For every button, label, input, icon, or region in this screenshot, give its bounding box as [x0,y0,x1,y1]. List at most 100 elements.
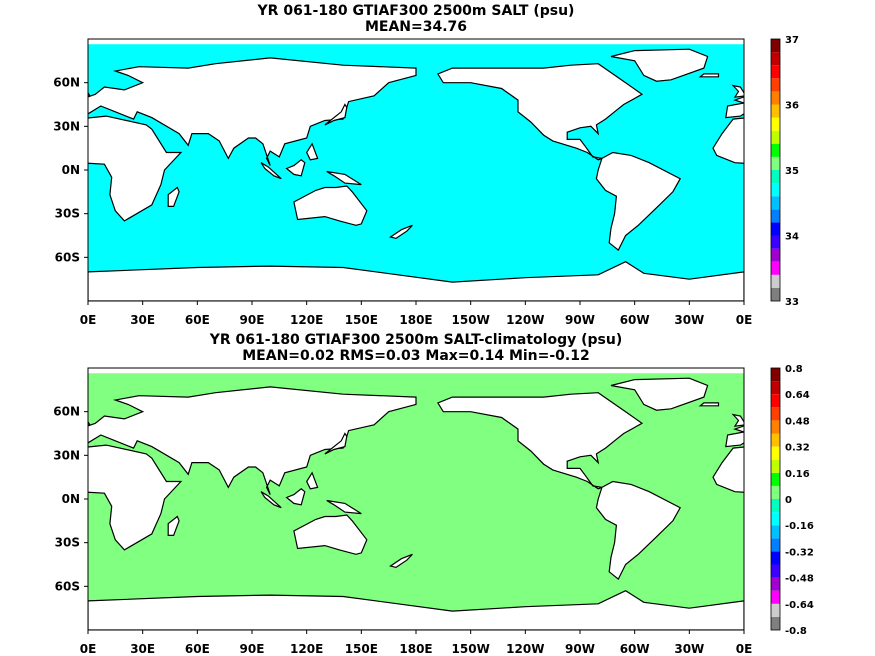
colorbar-segment [771,603,780,617]
x-tick-label: 120E [290,313,323,327]
colorbar-segment [771,52,780,66]
landmass-namerica [437,63,644,161]
x-tick-label: 0E [736,642,753,656]
landmass-samerica [595,480,682,581]
x-tick-label: 0E [80,313,97,327]
colorbar-segment [771,130,780,144]
colorbar-segment [771,577,780,591]
colorbar-segment [771,381,780,395]
landmass-iceland [698,402,720,407]
colorbar-segment [771,196,780,210]
colorbar-label: -0.32 [785,547,814,558]
colorbar-segment [771,209,780,223]
colorbar-segment [771,274,780,288]
landmass-sumatra [260,491,282,509]
x-tick-label: 180E [399,642,432,656]
x-tick-label: 90E [240,313,265,327]
colorbar-segment [771,368,780,382]
colorbar-segment [771,91,780,105]
colorbar-segment [771,499,780,513]
map-panel-anomaly: 0E 30E 60E 90E 120E 150E 180E 150W 120W 90W 60W 30W… [53,364,814,656]
landmass-nz [389,553,413,569]
x-tick-label: 120W [506,642,544,656]
x-tick-label: 60E [185,642,210,656]
colorbar-segment [771,287,780,301]
landmass-africa [88,115,744,222]
top-panel-title-line1: YR 061-180 GTIAF300 2500m SALT (psu) [257,3,575,19]
y-tick-label: 60S [55,250,80,264]
colorbar-segment [771,248,780,262]
colorbar-label: -0.8 [785,626,807,637]
x-tick-label: 60W [620,642,650,656]
landmass-borneo [285,159,306,177]
x-tick-label: 30E [130,642,155,656]
x-tick-label: 0E [80,642,97,656]
x-tick-label: 0E [736,313,753,327]
colorbar-segment [771,538,780,552]
colorbar: 0.8 0.64 0.48 0.32 0.16 0 -0.16 -0.32 -0.48 -0.64… [770,364,814,637]
landmass-borneo [285,488,306,506]
map-panel-salt: 0E 30E 60E 90E 120E 150E 180E 150W 120W 90W 60W 30W… [53,35,799,327]
colorbar-segment [771,78,780,92]
landmass-sumatra [260,162,282,180]
x-tick-label: 150W [452,642,490,656]
colorbar-segment [771,433,780,447]
x-tick-label: 120W [506,313,544,327]
top-panel-title-line2: MEAN=34.76 [364,19,468,35]
x-tick-label: 90E [240,642,265,656]
colorbar-segment [771,525,780,539]
y-tick-label: 30N [53,119,80,133]
colorbar-segment [771,65,780,79]
colorbar-segment [771,235,780,249]
colorbar-label: 34 [785,232,799,243]
colorbar-segment [771,590,780,604]
colorbar-segment [771,117,780,131]
colorbar-segment [771,39,780,53]
landmass-newguinea [326,170,362,186]
colorbar-label: 33 [785,297,799,308]
colorbar-label: 35 [785,166,799,177]
colorbar-label: 37 [785,35,799,46]
x-tick-label: 60W [620,313,650,327]
colorbar-segment [771,156,780,170]
y-tick-label: 30S [55,536,80,550]
colorbar-segment [771,512,780,526]
colorbar-segment [771,616,780,630]
x-tick-label: 150E [345,313,378,327]
colorbar-label: -0.16 [785,521,814,532]
landmass-nz [389,224,413,240]
landmass-antarctica [88,590,744,630]
landmass-philippines [306,142,319,161]
x-tick-label: 30W [674,313,704,327]
colorbar-segment [771,564,780,578]
landmass-africa [88,444,744,551]
colorbar-label: -0.64 [785,600,814,611]
landmass-philippines [306,471,319,490]
x-tick-label: 60E [185,313,210,327]
x-tick-label: 90W [565,313,595,327]
colorbar-label: -0.48 [785,574,814,585]
colorbar-segment [771,394,780,408]
landmass-eurasia [88,57,744,166]
landmass-namerica [437,392,644,490]
colorbar-segment [771,459,780,473]
colorbar: 37 36 35 34 33 [770,35,799,308]
landmass-antarctica [88,261,744,301]
landmass-madagascar [167,186,180,207]
colorbar-label: 0 [785,495,792,506]
x-tick-label: 120E [290,642,323,656]
y-tick-label: 0N [62,163,80,177]
colorbar-segment [771,261,780,275]
x-tick-label: 90W [565,642,595,656]
landmass-samerica [595,151,682,252]
landmass-greenland [610,377,709,411]
landmass-australia [293,514,368,555]
colorbar-label: 36 [785,101,799,112]
y-tick-label: 30N [53,448,80,462]
colorbar-label: 0.16 [785,469,810,480]
landmass-greenland [610,48,709,82]
y-tick-label: 60N [53,405,80,419]
colorbar-segment [771,104,780,118]
colorbar-segment [771,551,780,565]
